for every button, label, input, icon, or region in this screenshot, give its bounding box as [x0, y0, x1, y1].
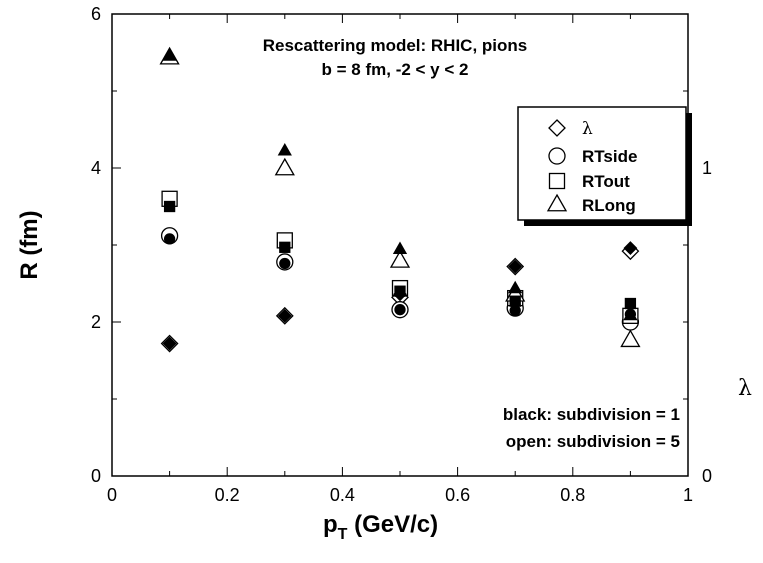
- data-points: [159, 46, 641, 353]
- legend-markers: [546, 119, 568, 212]
- annotation-black: black: subdivision = 1: [503, 405, 680, 424]
- chart-title-line-1: Rescattering model: RHIC, pions: [263, 36, 527, 55]
- point-square-black: [163, 200, 176, 213]
- y-tick-label: 6: [91, 4, 101, 24]
- legend: λ RTside RTout RLong: [517, 106, 692, 226]
- x-axis-title-main: p: [323, 511, 338, 538]
- point-circle-black: [279, 257, 291, 270]
- legend-label-rlong: RLong: [582, 196, 636, 215]
- x-tick-label: 1: [683, 485, 693, 505]
- x-tick-label: 0.8: [560, 485, 585, 505]
- y-tick-label: 2: [91, 312, 101, 332]
- legend-label-rtout: RTout: [582, 172, 630, 191]
- x-axis-title: pT (GeV/c): [323, 511, 438, 543]
- point-square-black: [394, 285, 406, 297]
- point-triangle-open: [620, 329, 641, 348]
- point-triangle-open: [389, 250, 411, 268]
- point-triangle-black: [277, 142, 292, 156]
- y-axis-title: R (fm): [16, 210, 43, 279]
- axis-ticks: [111, 13, 689, 477]
- legend-marker-circle: [548, 147, 566, 165]
- y-tick-label: 4: [91, 158, 101, 178]
- annotation-open: open: subdivision = 5: [506, 432, 680, 451]
- point-diamond-black: [508, 259, 523, 274]
- y2-tick-label: 0: [702, 466, 712, 486]
- legend-label-rtside: RTside: [582, 147, 637, 166]
- y2-axis-title: λ: [738, 376, 752, 401]
- point-triangle-black: [623, 307, 638, 321]
- point-square-black: [624, 297, 637, 310]
- x-tick-label: 0: [107, 485, 117, 505]
- x-tick-label: 0.2: [215, 485, 240, 505]
- point-triangle-black: [508, 280, 523, 294]
- point-diamond-black: [623, 241, 638, 255]
- x-axis-title-subscript: T: [338, 526, 348, 543]
- legend-label-lambda: λ: [582, 119, 593, 139]
- legend-box: [517, 106, 687, 221]
- x-tick-label: 0.6: [445, 485, 470, 505]
- chart-title-line-2: b = 8 fm, -2 < y < 2: [322, 60, 469, 79]
- point-circle-black: [163, 233, 176, 245]
- point-circle-black: [509, 304, 521, 317]
- legend-marker-diamond: [548, 119, 566, 137]
- point-circle-black: [394, 304, 406, 316]
- y-tick-label: 0: [91, 466, 101, 486]
- point-square-black: [279, 241, 291, 253]
- x-axis-title-rest: (GeV/c): [347, 511, 438, 538]
- point-diamond-black: [162, 336, 177, 351]
- y2-tick-label: 1: [702, 158, 712, 178]
- legend-marker-square: [548, 172, 566, 190]
- x-tick-label: 0.4: [330, 485, 355, 505]
- point-triangle-black: [392, 241, 408, 255]
- legend-marker-triangle: [546, 193, 568, 212]
- point-triangle-open: [274, 157, 295, 176]
- point-square-black: [509, 295, 521, 307]
- point-diamond-black: [277, 308, 292, 323]
- point-triangle-black: [162, 48, 177, 61]
